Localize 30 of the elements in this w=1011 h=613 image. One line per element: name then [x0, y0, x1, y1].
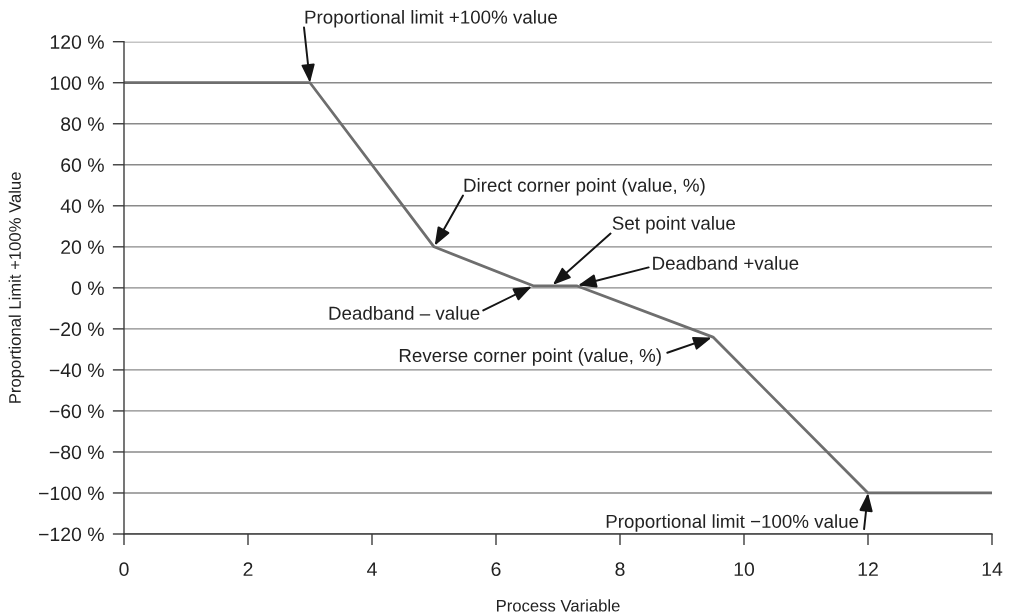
y-tick-label: −80 % — [49, 445, 104, 460]
annotation: Direct corner point (value, %) — [464, 178, 705, 196]
y-tick-label: −120 % — [39, 527, 104, 542]
annotation: Set point value — [612, 216, 736, 234]
y-tick-label: −60 % — [49, 404, 104, 419]
y-tick-label: 0 % — [71, 281, 104, 296]
y-tick-label: −40 % — [49, 363, 104, 378]
y-tick-label: 80 % — [61, 117, 104, 131]
x-tick-label: 6 — [491, 562, 501, 577]
x-tick-label: 10 — [734, 562, 755, 577]
y-tick-label: 60 % — [61, 158, 104, 173]
x-tick-label: 8 — [615, 562, 625, 577]
y-tick-label: 20 % — [61, 240, 104, 255]
y-tick-label: 100 % — [50, 76, 104, 90]
x-tick-label: 2 — [243, 562, 253, 576]
annotation: Deadband – value — [329, 306, 480, 320]
x-tick-label: 14 — [982, 562, 1003, 576]
annotation: Proportional limit +100% value — [305, 9, 557, 28]
y-tick-label: −100 % — [39, 486, 104, 501]
y-tick-label: 120 % — [50, 35, 104, 49]
annotation: Reverse corner point (value, %) — [399, 348, 661, 366]
annotation: Proportional limit −100% value — [606, 514, 859, 532]
y-axis-title: Proportional Limit +100% Value — [8, 172, 25, 403]
x-tick-label: 12 — [858, 562, 878, 576]
y-tick-label: −20 % — [49, 322, 104, 337]
y-tick-label: 40 % — [60, 199, 104, 214]
x-axis-title: Process Variable — [496, 599, 620, 612]
annotation: Deadband +value — [653, 256, 799, 270]
x-tick-label: 0 — [119, 562, 129, 577]
x-tick-label: 4 — [367, 562, 377, 576]
